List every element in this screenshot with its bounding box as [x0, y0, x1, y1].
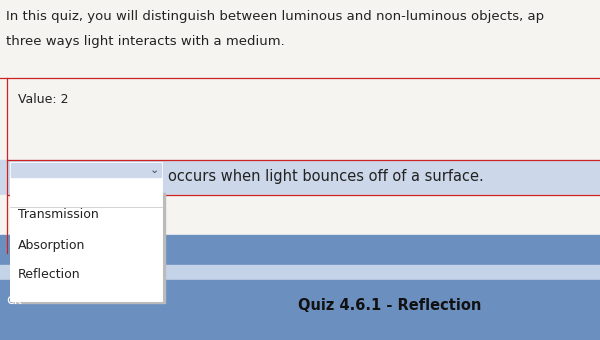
Text: ck: ck: [6, 293, 22, 307]
Text: occurs when light bounces off of a surface.: occurs when light bounces off of a surfa…: [168, 170, 484, 185]
Bar: [0, 78, 600, 253]
Bar: [12, 193, 165, 303]
Bar: [0, 195, 600, 235]
Bar: [0, 0, 600, 78]
Bar: [0, 265, 600, 280]
Text: three ways light interacts with a medium.: three ways light interacts with a medium…: [6, 35, 285, 48]
Bar: [0, 160, 600, 195]
Text: Reflection: Reflection: [18, 269, 80, 282]
Text: Absorption: Absorption: [18, 238, 85, 252]
Text: Quiz 4.6.1 - Reflection: Quiz 4.6.1 - Reflection: [298, 298, 482, 312]
Bar: [0, 235, 600, 265]
Text: ⌄: ⌄: [149, 165, 158, 175]
Bar: [0, 280, 600, 340]
Text: Transmission: Transmission: [18, 208, 99, 221]
Bar: [10, 162, 162, 192]
Bar: [10, 191, 162, 301]
Text: Value: 2: Value: 2: [18, 93, 68, 106]
Text: In this quiz, you will distinguish between luminous and non-luminous objects, ap: In this quiz, you will distinguish betwe…: [6, 10, 544, 23]
Bar: [11, 163, 161, 177]
